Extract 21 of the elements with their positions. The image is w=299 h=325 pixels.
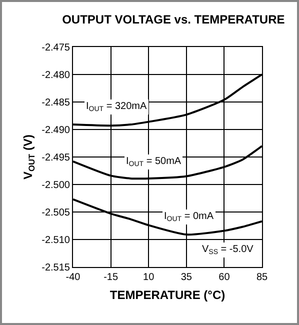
y-tick-label: -2.480 (42, 70, 70, 81)
series-label: I$_{OUT}$ = 50mA (126, 156, 182, 168)
y-tick-label: -2.495 (42, 152, 70, 164)
x-axis-title: TEMPERATURE (°C) (110, 288, 226, 302)
x-tick-label: 10 (143, 272, 155, 283)
y-tick-label: -2.485 (42, 98, 70, 108)
y-tick-label: -2.505 (42, 208, 70, 218)
x-tick-label: 35 (180, 272, 192, 283)
y-tick-label: -2.490 (42, 125, 70, 136)
series-label: I$_{OUT}$ = 320mA (86, 101, 147, 114)
y-tick-label: -2.510 (42, 235, 70, 246)
y-tick-label: -2.500 (42, 180, 70, 191)
y-tick-label: -2.515 (42, 262, 70, 274)
series-label: I$_{OUT}$ = 0mA (164, 211, 214, 224)
x-tick-label: -40 (66, 272, 81, 283)
x-tick-label: 85 (256, 272, 268, 283)
y-tick-label: -2.475 (42, 42, 70, 54)
annotation: V$_{SS}$ = -5.0V (202, 244, 254, 256)
x-tick-label: -15 (104, 272, 118, 283)
x-tick-label: 60 (218, 272, 230, 283)
chart-title: OUTPUT VOLTAGE vs. TEMPERATURE (62, 12, 285, 27)
